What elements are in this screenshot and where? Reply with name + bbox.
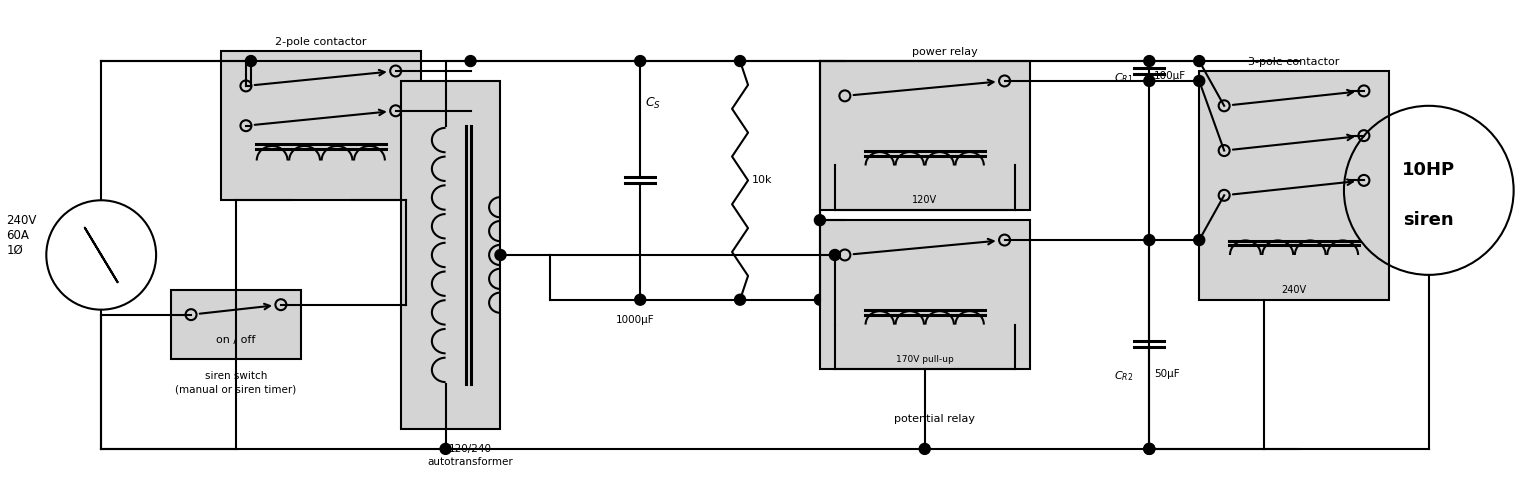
Circle shape — [464, 56, 477, 66]
Text: on / off: on / off — [216, 334, 256, 344]
Text: 10HP: 10HP — [1403, 162, 1455, 180]
Text: siren: siren — [1404, 211, 1455, 229]
Circle shape — [440, 444, 451, 454]
Circle shape — [495, 250, 506, 260]
Circle shape — [1144, 76, 1154, 86]
Circle shape — [1194, 76, 1205, 86]
Circle shape — [1194, 234, 1205, 246]
Text: $C_{R1}$: $C_{R1}$ — [1114, 71, 1134, 85]
Text: potential relay: potential relay — [894, 414, 975, 424]
Circle shape — [814, 294, 825, 305]
Circle shape — [920, 444, 931, 454]
Circle shape — [1144, 234, 1154, 246]
Circle shape — [1194, 56, 1205, 66]
Text: 170V pull-up: 170V pull-up — [895, 356, 954, 364]
Bar — [1199, 71, 1389, 300]
Text: 120V: 120V — [912, 195, 937, 205]
Text: 120/240
autotransformer: 120/240 autotransformer — [428, 444, 514, 467]
Text: 240V: 240V — [1282, 284, 1306, 294]
Circle shape — [1144, 444, 1154, 454]
Text: $C_S$: $C_S$ — [645, 96, 661, 111]
Text: 240V
60A
1Ø: 240V 60A 1Ø — [6, 214, 37, 256]
Text: siren switch
(manual or siren timer): siren switch (manual or siren timer) — [175, 372, 296, 394]
Text: 1000μF: 1000μF — [616, 314, 655, 324]
Text: power relay: power relay — [912, 47, 978, 57]
Text: 3-pole contactor: 3-pole contactor — [1248, 57, 1340, 67]
Circle shape — [734, 56, 745, 66]
Circle shape — [814, 214, 825, 226]
Text: 2-pole contactor: 2-pole contactor — [274, 37, 366, 47]
Circle shape — [245, 56, 256, 66]
Text: 10k: 10k — [753, 176, 773, 186]
Text: 50μF: 50μF — [1154, 370, 1180, 380]
Bar — [820, 61, 1030, 210]
Circle shape — [734, 294, 745, 305]
Circle shape — [1144, 444, 1154, 454]
Text: $C_{R2}$: $C_{R2}$ — [1114, 370, 1134, 383]
Circle shape — [1144, 56, 1154, 66]
Circle shape — [635, 56, 645, 66]
Circle shape — [635, 294, 645, 305]
Bar — [172, 290, 300, 360]
Circle shape — [829, 250, 840, 260]
Bar — [400, 81, 500, 429]
Bar — [221, 51, 420, 201]
Bar — [820, 220, 1030, 370]
Text: 100μF: 100μF — [1154, 71, 1187, 81]
